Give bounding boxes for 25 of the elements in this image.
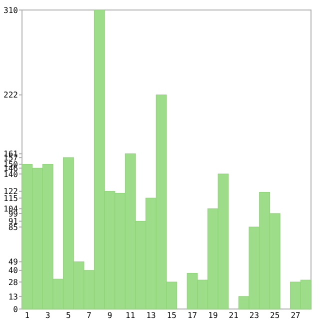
- y-tick-label: 0: [13, 304, 18, 314]
- x-tick-label: 7: [86, 311, 92, 320]
- y-tick-label: 28: [8, 278, 18, 287]
- x-tick-label: 5: [66, 311, 72, 320]
- y-tick-label: 140: [4, 170, 18, 179]
- x-tick-label: 23: [249, 311, 260, 320]
- y-tick-label: 49: [8, 258, 18, 267]
- y-tick-label: 310: [4, 6, 18, 15]
- x-tick-label: 27: [290, 311, 301, 320]
- x-tick-label: 1: [24, 311, 30, 320]
- x-tick-label: 3: [45, 311, 50, 320]
- y-tick-label: 122: [4, 187, 18, 196]
- x-tick-label: 9: [107, 311, 112, 320]
- x-tick-label: 21: [228, 311, 239, 320]
- x-tick-label: 17: [187, 311, 198, 320]
- y-tick-label: 222: [4, 90, 18, 100]
- x-tick-label: 11: [126, 311, 136, 320]
- y-tick-label: 13: [8, 292, 18, 302]
- y-tick-label: 85: [8, 222, 18, 232]
- x-tick-label: 15: [166, 311, 177, 320]
- x-tick-label: 25: [270, 311, 280, 320]
- y-tick-label: 115: [4, 194, 18, 203]
- x-tick-label: 19: [208, 311, 218, 320]
- y-tick-label: 40: [8, 266, 18, 276]
- x-tick-label: 13: [146, 311, 156, 320]
